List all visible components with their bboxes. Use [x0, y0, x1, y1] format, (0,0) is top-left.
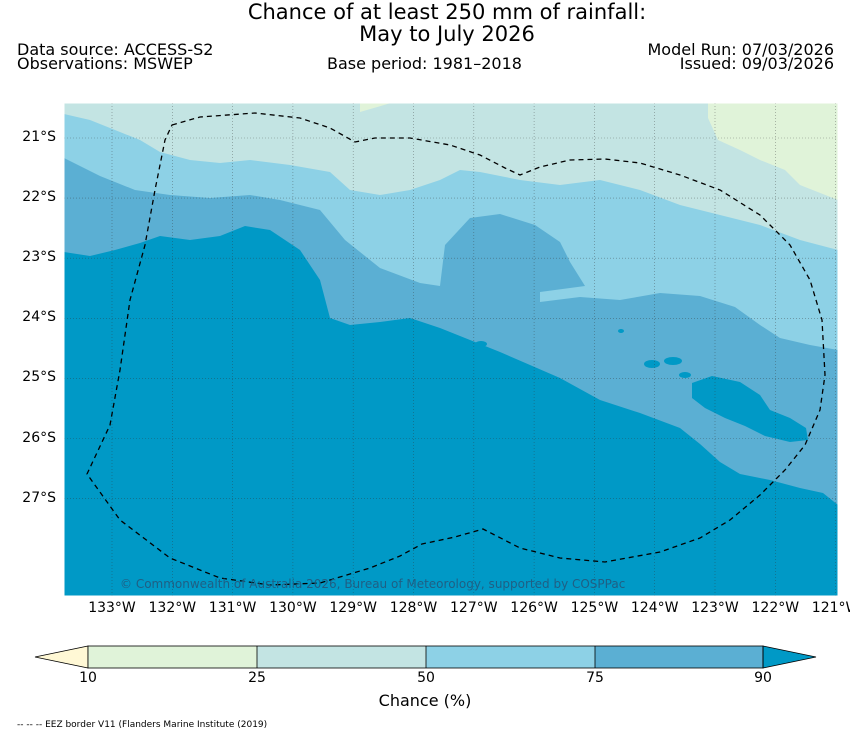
- probability-field: [64, 103, 838, 596]
- lat-label: 26°S: [22, 429, 56, 446]
- cell-e: [618, 329, 624, 333]
- lon-label: 121°W: [811, 600, 850, 616]
- lat-label: 24°S: [22, 309, 56, 326]
- cell-d: [475, 341, 487, 347]
- model-run: Model Run: 07/03/2026: [647, 40, 835, 59]
- colorbar-tick-label: 25: [248, 670, 266, 686]
- data-source: Data source: ACCESS-S2: [17, 40, 214, 59]
- colorbar-tick-label: 10: [79, 670, 97, 686]
- observations: Observations: MSWEP: [17, 54, 193, 73]
- lon-label: 131°W: [208, 600, 257, 616]
- lon-label: 132°W: [148, 600, 197, 616]
- map-title-line1: Chance of at least 250 mm of rainfall:: [247, 0, 647, 24]
- band-90-plus-east: [692, 376, 808, 442]
- colorbar: [34, 645, 817, 669]
- colorbar-under-10: [34, 645, 89, 669]
- colorbar-tick-label: 75: [586, 670, 604, 686]
- lat-label: 22°S: [22, 189, 56, 206]
- cell-c: [679, 372, 691, 378]
- colorbar-tick-label: 50: [417, 670, 435, 686]
- base-period: Base period: 1981–2018: [327, 54, 522, 73]
- lat-label: 21°S: [22, 129, 56, 145]
- small-cells: [475, 329, 691, 378]
- colorbar-75-90: [595, 646, 763, 668]
- issued-date: Issued: 09/03/2026: [679, 54, 834, 73]
- lon-label: 124°W: [630, 600, 679, 616]
- lon-label: 129°W: [329, 600, 377, 616]
- eez-footnote: -- -- -- EEZ border V11 (Flanders Marine…: [17, 720, 268, 730]
- lon-label: 130°W: [269, 600, 317, 616]
- lat-label: 23°S: [22, 249, 56, 266]
- lon-label: 122°W: [751, 600, 800, 616]
- lat-label: 25°S: [22, 369, 56, 386]
- colorbar-10-25: [88, 646, 257, 668]
- cell-a: [644, 360, 660, 368]
- map-title-line2: May to July 2026: [359, 22, 535, 46]
- lon-label: 127°W: [450, 600, 498, 616]
- colorbar-50-75: [426, 646, 595, 668]
- eez-border: [86, 112, 826, 586]
- copyright-notice: © Commonwealth of Australia 2026, Bureau…: [120, 577, 626, 591]
- colorbar-label: Chance (%): [378, 691, 472, 710]
- lon-label: 126°W: [510, 600, 558, 616]
- colorbar-25-50: [257, 646, 426, 668]
- colorbar-tick-label: 90: [754, 670, 772, 686]
- cell-b: [664, 357, 682, 365]
- colorbar-over-90: [762, 645, 817, 669]
- lat-label: 27°S: [22, 489, 56, 506]
- lon-label: 133°W: [88, 600, 136, 616]
- lon-label: 128°W: [389, 600, 438, 616]
- lon-label: 125°W: [570, 600, 619, 616]
- lon-label: 123°W: [691, 600, 739, 616]
- band-90-plus: [64, 226, 838, 596]
- graticule: [64, 103, 838, 596]
